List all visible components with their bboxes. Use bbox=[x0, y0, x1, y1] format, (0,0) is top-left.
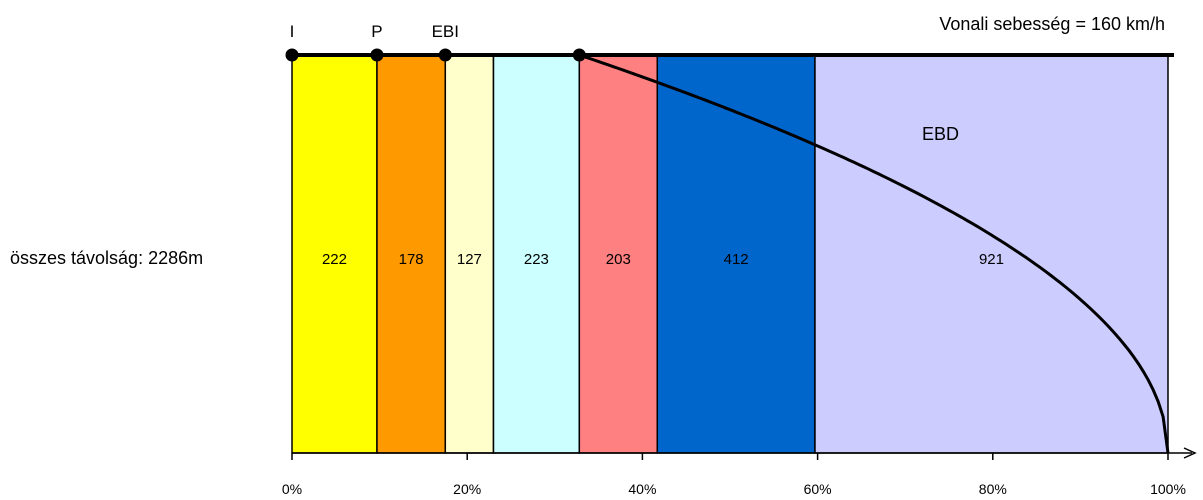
segment-bar-6 bbox=[814, 54, 1169, 454]
x-tick-label: 0% bbox=[282, 481, 302, 497]
ebd-curve bbox=[578, 53, 1170, 454]
segment-value-label: 127 bbox=[457, 251, 482, 268]
segment-value-label: 178 bbox=[399, 251, 424, 268]
marker-label: EBI bbox=[432, 22, 459, 41]
total-distance-label: összes távolság: 2286m bbox=[10, 248, 204, 268]
segment-value-label: 921 bbox=[979, 251, 1004, 268]
segment-bar-5 bbox=[656, 54, 816, 454]
segment-value-label: 223 bbox=[524, 251, 549, 268]
x-tick-label: 20% bbox=[453, 481, 481, 497]
marker-dot bbox=[438, 48, 452, 62]
marker-label: I bbox=[290, 22, 295, 41]
chart-title: Vonali sebesség = 160 km/h bbox=[939, 14, 1165, 34]
segment-value-label: 203 bbox=[606, 251, 631, 268]
segment-value-label: 222 bbox=[322, 251, 347, 268]
x-tick-label: 60% bbox=[804, 481, 832, 497]
ebd-curve-label: EBD bbox=[922, 124, 959, 144]
x-tick-label: 40% bbox=[628, 481, 656, 497]
x-tick-label: 100% bbox=[1150, 481, 1186, 497]
marker-dot bbox=[285, 48, 299, 62]
x-axis-arrow-icon bbox=[1183, 447, 1197, 459]
segment-value-label: 412 bbox=[724, 251, 749, 268]
marker-dot bbox=[370, 48, 384, 62]
marker-dot bbox=[572, 48, 586, 62]
x-tick-label: 80% bbox=[979, 481, 1007, 497]
marker-label: P bbox=[371, 22, 382, 41]
